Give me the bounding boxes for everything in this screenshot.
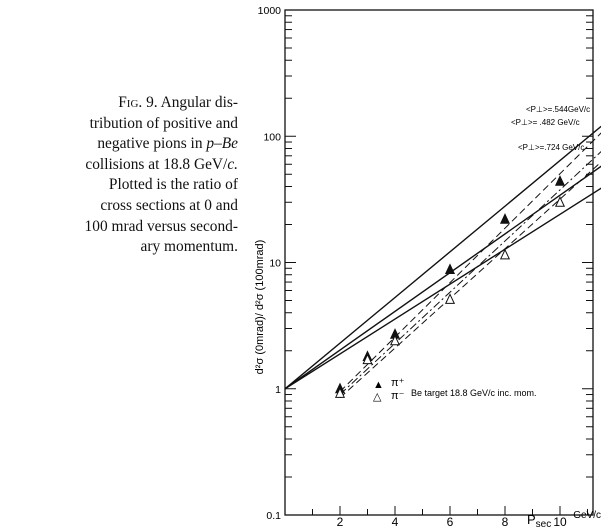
caption-line: 100 mrad versus second-	[84, 217, 238, 235]
data-points	[334, 175, 566, 398]
caption-line: Plotted is the ratio of	[108, 176, 238, 194]
pi-minus-point	[389, 334, 401, 346]
legend-marker-pi-minus: △	[373, 391, 382, 403]
caption-unit: c.	[227, 155, 238, 173]
y-tick-label: 1	[275, 384, 281, 396]
pi-minus-point	[554, 196, 566, 207]
caption-text: Angular dis-	[160, 94, 238, 111]
reference-line-label: <P⊥>= .482 GeV/c	[511, 118, 580, 127]
reference-line-label: <P⊥>=.544GeV/c	[526, 105, 590, 114]
axis-ticks	[285, 15, 593, 516]
caption-line: cross sections at 0 and	[100, 196, 238, 214]
x-axis-symbol: P	[527, 512, 536, 527]
x-axis-label: Psec	[527, 512, 551, 527]
caption-text: negative pions in	[97, 135, 203, 153]
pi-minus-point	[499, 248, 511, 260]
reference-line	[284, 125, 601, 390]
y-tick-labels: 0.1 1 10 100 1000	[258, 5, 282, 522]
reaction-label: p–Be	[206, 135, 238, 153]
y-tick-label: 100	[263, 131, 281, 143]
y-axis-label: d²σ (0mrad)/ d²σ (100mrad)	[254, 240, 266, 375]
figure-caption: Fig. 9. Angular dis- tribution of positi…	[6, 93, 238, 258]
figure-label: Fig. 9.	[118, 94, 158, 111]
caption-line: ary momentum.	[140, 238, 238, 256]
pi-minus-point	[334, 387, 346, 398]
pi-minus-point	[444, 293, 456, 304]
legend-marker-pi-plus: ▲	[373, 379, 384, 391]
line-labels: <P⊥>= .482 GeV/c <P⊥>=.544GeV/c <P⊥>=.724 …	[511, 105, 590, 152]
x-tick-label: 8	[502, 515, 509, 527]
x-tick-label: 10	[553, 515, 567, 527]
legend-label-pi-plus: π⁺	[391, 377, 405, 389]
y-tick-label: 10	[269, 258, 281, 270]
reference-line	[284, 165, 601, 390]
reference-line	[284, 187, 601, 390]
x-tick-label: 4	[392, 515, 399, 527]
caption-text: collisions at 18.8 GeV/	[85, 155, 228, 173]
caption-line: Fig. 9. Angular dis-	[6, 93, 238, 114]
fit-line	[339, 151, 601, 395]
x-tick-labels: 24681012	[337, 515, 567, 527]
pi-plus-point	[554, 175, 566, 186]
y-tick-label: 1000	[258, 5, 282, 17]
legend-note: Be target 18.8 GeV/c inc. mom.	[411, 388, 537, 398]
caption-line: collisions at 18.8 GeV/c.	[6, 155, 238, 176]
pi-plus-point	[444, 263, 456, 275]
caption-line: negative pions in p–Be	[6, 134, 238, 155]
x-tick-label: 6	[447, 515, 454, 527]
reference-line-label: <P⊥>=.724 GeV/c	[518, 143, 584, 152]
x-tick-label: 2	[337, 515, 344, 527]
pi-minus-point	[362, 353, 373, 365]
fit-line	[339, 161, 601, 399]
pi-plus-point	[499, 213, 511, 224]
x-axis-subscript: sec	[536, 519, 552, 527]
x-axis-unit: GeV/c	[573, 510, 601, 521]
trend-lines	[284, 125, 601, 399]
caption-line: tribution of positive and	[89, 114, 238, 132]
fit-line	[339, 132, 601, 392]
plot-frame	[284, 9, 594, 516]
legend: ▲ π⁺ △ π⁻ Be target 18.8 GeV/c inc. mom.	[373, 377, 537, 403]
legend-label-pi-minus: π⁻	[391, 390, 405, 402]
y-tick-label: 0.1	[266, 510, 281, 522]
